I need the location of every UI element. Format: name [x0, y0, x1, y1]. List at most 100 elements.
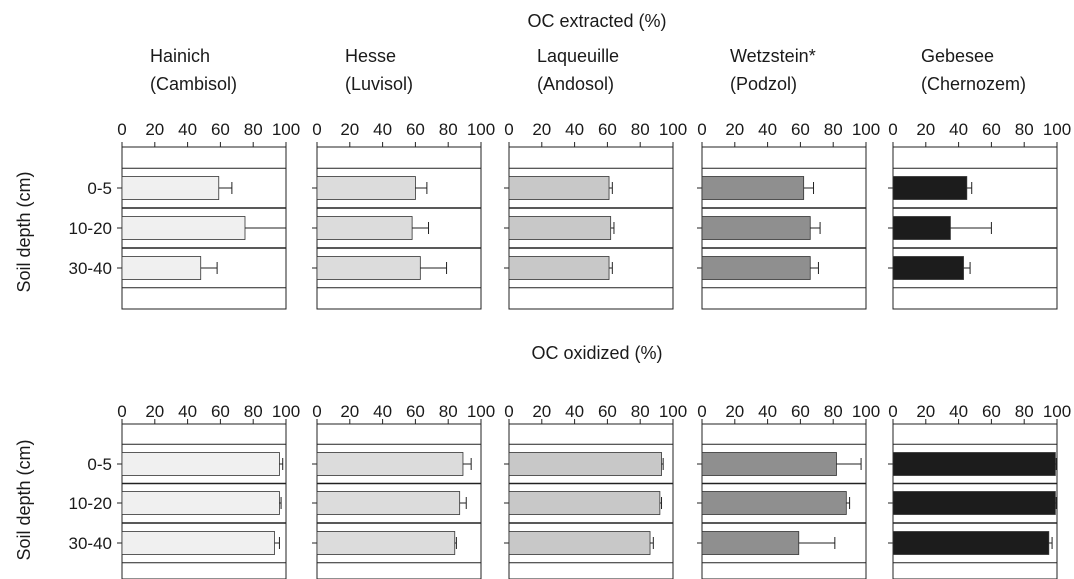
x-tick-label-1-4-5: 100: [1043, 402, 1071, 421]
x-tick-label-0-3-2: 40: [758, 120, 777, 139]
x-tick-label-0-2-0: 0: [504, 120, 513, 139]
bar-1-4-1: [892, 491, 1056, 515]
panel-title-0: OC extracted (%): [527, 11, 666, 31]
bar-1-3-0: [701, 452, 837, 476]
bar-0-2-1: [508, 216, 612, 240]
bar-0-0-1: [121, 216, 246, 240]
x-tick-label-1-2-1: 20: [532, 402, 551, 421]
x-tick-label-0-3-3: 60: [791, 120, 810, 139]
bar-1-2-1: [508, 491, 661, 515]
x-tick-label-0-1-4: 80: [439, 120, 458, 139]
x-tick-label-0-0-0: 0: [117, 120, 126, 139]
x-tick-label-0-0-2: 40: [178, 120, 197, 139]
x-tick-label-0-3-5: 100: [852, 120, 880, 139]
x-tick-label-1-3-5: 100: [852, 402, 880, 421]
bar-0-3-1: [701, 216, 811, 240]
x-tick-label-0-1-5: 100: [467, 120, 495, 139]
x-tick-label-1-2-2: 40: [565, 402, 584, 421]
bar-0-1-2: [316, 256, 421, 280]
bar-0-4-2: [892, 256, 964, 280]
bar-0-1-0: [316, 176, 416, 200]
bar-1-0-1: [121, 491, 280, 515]
x-tick-label-0-2-4: 80: [631, 120, 650, 139]
bar-1-2-0: [508, 452, 662, 476]
x-tick-label-1-1-3: 60: [406, 402, 425, 421]
bar-0-1-1: [316, 216, 413, 240]
bar-1-2-2: [508, 531, 651, 555]
x-tick-label-0-0-4: 80: [244, 120, 263, 139]
depth-label-1-0: 0-5: [87, 455, 112, 474]
depth-label-0-0: 0-5: [87, 179, 112, 198]
x-tick-label-1-3-0: 0: [697, 402, 706, 421]
x-tick-label-0-1-1: 20: [340, 120, 359, 139]
x-tick-label-0-4-5: 100: [1043, 120, 1071, 139]
x-tick-label-1-1-5: 100: [467, 402, 495, 421]
x-tick-label-0-4-0: 0: [888, 120, 897, 139]
site-soil-1: (Luvisol): [345, 74, 413, 94]
x-tick-label-1-3-2: 40: [758, 402, 777, 421]
x-tick-label-0-2-2: 40: [565, 120, 584, 139]
x-tick-label-1-1-4: 80: [439, 402, 458, 421]
bar-1-4-0: [892, 452, 1056, 476]
bar-1-3-2: [701, 531, 800, 555]
x-tick-label-0-2-5: 100: [659, 120, 687, 139]
bar-1-1-0: [316, 452, 464, 476]
site-soil-0: (Cambisol): [150, 74, 237, 94]
panel-title-1: OC oxidized (%): [531, 343, 662, 363]
bar-1-3-1: [701, 491, 847, 515]
depth-label-0-1: 10-20: [69, 219, 112, 238]
x-tick-label-1-4-4: 80: [1015, 402, 1034, 421]
bar-1-1-1: [316, 491, 461, 515]
site-soil-4: (Chernozem): [921, 74, 1026, 94]
x-tick-label-1-0-2: 40: [178, 402, 197, 421]
x-tick-label-1-4-2: 40: [949, 402, 968, 421]
x-tick-label-1-3-3: 60: [791, 402, 810, 421]
x-tick-label-0-2-3: 60: [598, 120, 617, 139]
x-tick-label-0-2-1: 20: [532, 120, 551, 139]
bar-0-4-1: [892, 216, 951, 240]
site-name-0: Hainich: [150, 46, 210, 66]
x-tick-label-1-2-0: 0: [504, 402, 513, 421]
x-tick-label-0-0-1: 20: [145, 120, 164, 139]
x-tick-label-0-4-2: 40: [949, 120, 968, 139]
depth-label-1-2: 30-40: [69, 534, 112, 553]
x-tick-label-1-2-4: 80: [631, 402, 650, 421]
bar-1-0-0: [121, 452, 280, 476]
y-axis-label-top: Soil depth (cm): [14, 171, 34, 292]
depth-label-0-2: 30-40: [69, 259, 112, 278]
x-tick-label-1-4-3: 60: [982, 402, 1001, 421]
panels-layer: Hainich (Cambisol) Hesse (Luvisol) Laqueuill…: [69, 11, 1071, 579]
depth-label-1-1: 10-20: [69, 494, 112, 513]
x-tick-label-0-1-0: 0: [312, 120, 321, 139]
x-tick-label-1-0-3: 60: [211, 402, 230, 421]
x-tick-label-1-4-1: 20: [916, 402, 935, 421]
bar-1-0-2: [121, 531, 275, 555]
bar-0-2-0: [508, 176, 610, 200]
bar-0-4-0: [892, 176, 968, 200]
x-tick-label-1-0-0: 0: [117, 402, 126, 421]
x-tick-label-0-0-5: 100: [272, 120, 300, 139]
x-tick-label-1-1-2: 40: [373, 402, 392, 421]
x-tick-label-1-1-1: 20: [340, 402, 359, 421]
x-tick-label-0-0-3: 60: [211, 120, 230, 139]
y-axis-label-bottom: Soil depth (cm): [14, 439, 34, 560]
x-tick-label-0-4-3: 60: [982, 120, 1001, 139]
x-tick-label-1-0-1: 20: [145, 402, 164, 421]
bar-0-0-0: [121, 176, 220, 200]
x-tick-label-0-3-1: 20: [725, 120, 744, 139]
bar-0-0-2: [121, 256, 202, 280]
site-soil-2: (Andosol): [537, 74, 614, 94]
site-name-1: Hesse: [345, 46, 396, 66]
bar-1-4-2: [892, 531, 1050, 555]
x-tick-label-1-3-1: 20: [725, 402, 744, 421]
x-tick-label-0-4-1: 20: [916, 120, 935, 139]
x-tick-label-1-4-0: 0: [888, 402, 897, 421]
bar-0-3-2: [701, 256, 811, 280]
x-tick-label-1-0-5: 100: [272, 402, 300, 421]
x-tick-label-1-2-5: 100: [659, 402, 687, 421]
x-tick-label-1-2-3: 60: [598, 402, 617, 421]
x-tick-label-0-3-4: 80: [824, 120, 843, 139]
bar-0-2-2: [508, 256, 610, 280]
x-tick-label-0-1-2: 40: [373, 120, 392, 139]
